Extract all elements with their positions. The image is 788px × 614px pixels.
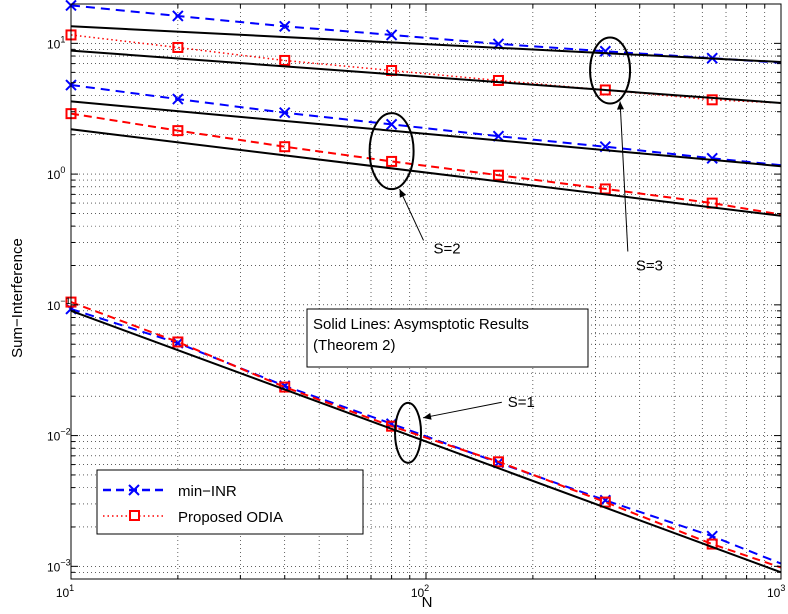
- legend: min−INR Proposed ODIA: [96, 469, 364, 535]
- x-tick-label: 103: [767, 583, 785, 600]
- marker-x-S3: [599, 45, 612, 57]
- ellipse-S2: [368, 112, 415, 191]
- arrow-head-S2: [399, 189, 407, 198]
- marker-x-S2: [385, 118, 398, 131]
- ellipse-S1: [394, 401, 423, 464]
- annotation-label-S2: S=2: [434, 240, 461, 257]
- info-textbox-line1: Solid Lines: Asymsptotic Results: [313, 316, 529, 333]
- series-group: [65, 0, 782, 574]
- marker-square-S2: [492, 169, 504, 181]
- legend-label-min-inr: min−INR: [178, 483, 237, 500]
- arrow-head-S1: [423, 412, 432, 420]
- annotation-label-S3: S=3: [636, 257, 663, 274]
- legend-frame: [96, 469, 364, 535]
- marker-square-S3: [492, 74, 504, 86]
- marker-square-S1: [492, 456, 504, 468]
- marker-x-S2: [279, 106, 291, 119]
- annotations: S=1 S=2 S=3: [368, 36, 663, 464]
- y-tick-label: 10−3: [47, 557, 71, 574]
- marker-square-S1: [172, 336, 184, 348]
- marker-x-S3: [279, 20, 291, 33]
- ellipse-S3: [589, 36, 632, 105]
- marker-x-S2: [172, 93, 184, 105]
- marker-square-S1: [706, 538, 718, 550]
- y-tick-label: 100: [47, 165, 65, 182]
- arrow-line-S3: [619, 101, 629, 252]
- arrow-line-S2: [399, 188, 424, 241]
- series-line-S3-ODIA: [70, 34, 782, 104]
- marker-square-S3: [279, 54, 291, 66]
- series-line-S2-minINR: [70, 84, 782, 167]
- y-tick-label: 10−2: [47, 427, 71, 444]
- series-line-S3-asym: [70, 25, 782, 63]
- legend-marker-odia: [129, 510, 140, 521]
- legend-label-odia: Proposed ODIA: [178, 509, 283, 526]
- arrow-line-S1: [422, 401, 502, 419]
- y-tick-label: 101: [47, 34, 65, 51]
- series-line-S1-asym: [70, 309, 782, 574]
- marker-x-S2: [706, 152, 718, 165]
- marker-square-S2: [172, 125, 184, 137]
- series-line-S2-ODIA: [70, 112, 782, 216]
- series-line-S3-minINR: [70, 4, 782, 64]
- info-textbox: Solid Lines: Asymsptotic Results (Theore…: [306, 308, 589, 368]
- series-line-S2-asym: [70, 128, 782, 217]
- axes: [70, 3, 782, 580]
- marker-square-S2: [279, 141, 291, 153]
- x-tick-label: 102: [411, 583, 429, 600]
- marker-square-S3: [706, 94, 718, 106]
- marker-square-S2: [386, 155, 398, 167]
- annotation-label-S1: S=1: [508, 394, 535, 411]
- series-line-S1-minINR: [70, 308, 782, 565]
- info-textbox-frame: [306, 308, 589, 368]
- y-axis-label: Sum−Interference: [9, 238, 26, 358]
- series-line-S1-ODIA: [70, 301, 782, 569]
- marker-square-S3: [172, 41, 184, 53]
- x-axis-label: N: [422, 594, 433, 611]
- series-line-S3-asym: [70, 49, 782, 104]
- tick-labels: 101 102 103 101 100 10−1 10−2 10−3: [47, 34, 785, 600]
- legend-marker-min-inr: [128, 484, 140, 496]
- series-line-S2-asym: [70, 100, 782, 168]
- marker-x-S3: [385, 29, 398, 41]
- info-textbox-line2: (Theorem 2): [313, 337, 396, 354]
- x-tick-label: 101: [56, 583, 74, 600]
- y-tick-label: 10−1: [47, 296, 71, 313]
- arrow-head-S3: [616, 101, 624, 110]
- marker-x-S3: [172, 10, 184, 22]
